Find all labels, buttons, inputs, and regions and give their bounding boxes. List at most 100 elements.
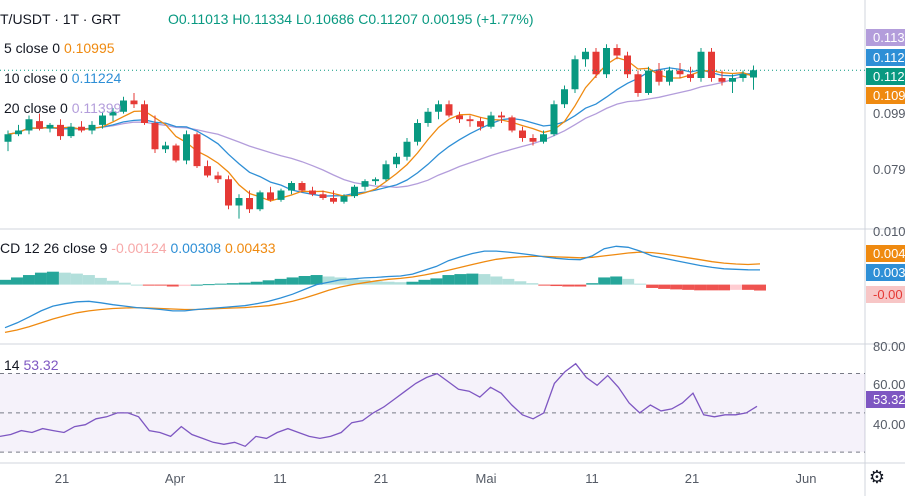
- candle-body: [655, 70, 663, 82]
- ma10-line: [7, 67, 754, 197]
- macd-histogram-bar: [538, 284, 551, 286]
- candle-body: [214, 175, 222, 180]
- macd-histogram-bar: [70, 273, 83, 285]
- candle-body: [487, 115, 495, 127]
- candle-body: [550, 104, 558, 135]
- macd-histogram-bar: [46, 271, 59, 285]
- candle-body: [718, 78, 726, 82]
- ma20-legend-value: 0.11399: [71, 100, 122, 116]
- macd-histogram-bar: [142, 284, 155, 286]
- candle-body: [571, 59, 579, 90]
- candle-body: [529, 138, 537, 142]
- macd-histogram-bar: [430, 278, 443, 285]
- macd-tag-signal: 0.004: [866, 245, 905, 262]
- macd-histogram-bar: [286, 277, 299, 285]
- candle-body: [183, 134, 190, 161]
- candle-body: [624, 55, 631, 75]
- price-tag-ma5: 0.109: [866, 87, 905, 104]
- macd-histogram-bar: [10, 277, 23, 285]
- macd-histogram-bar: [574, 284, 587, 287]
- candle-body: [67, 126, 75, 137]
- ohlc-readout: O0.11013 H0.11334 L0.10686 C0.11207 0.00…: [168, 11, 534, 27]
- candle-body: [508, 117, 516, 131]
- symbol-name: T/USDT · 1T · GRT: [0, 11, 121, 27]
- candle-body: [403, 141, 411, 157]
- macd-histogram-bar: [202, 284, 215, 286]
- candle-body: [687, 74, 694, 78]
- candle-body: [109, 111, 117, 116]
- candle-body: [162, 145, 169, 150]
- candle-body: [729, 78, 736, 82]
- candle-body: [603, 48, 610, 75]
- settings-gear-icon[interactable]: ⚙: [868, 467, 886, 487]
- candle-body: [340, 196, 348, 202]
- candle-body: [613, 48, 621, 56]
- candle-body: [414, 123, 421, 142]
- macd-histogram-bar: [706, 284, 719, 291]
- ma20-legend[interactable]: 20 close 0 0.11399: [4, 100, 121, 116]
- price-tag-ma20: 0.113: [866, 29, 905, 46]
- candle-body: [46, 124, 54, 129]
- macd-tag-macd: 0.003: [866, 264, 905, 281]
- low-value: L0.10686: [295, 11, 355, 27]
- candle-body: [319, 194, 327, 198]
- macd-histogram-bar: [298, 276, 311, 285]
- rsi-legend[interactable]: 14 53.32: [4, 357, 59, 373]
- candle-body: [298, 183, 306, 191]
- change-value: 0.00195 (+1.77%): [421, 11, 534, 27]
- macd-histogram-bar: [310, 275, 323, 285]
- macd-histogram-bar: [622, 278, 635, 285]
- candle-body: [540, 134, 547, 142]
- macd-signal-line: [4, 251, 761, 334]
- ma20-legend-label: 20 close 0: [4, 100, 68, 116]
- candle-body: [78, 126, 85, 131]
- price-axis-label: 0.079: [873, 162, 905, 177]
- macd-line-value: 0.00308: [170, 240, 222, 256]
- price-tag-ma10: 0.112: [866, 49, 905, 66]
- candle-body: [151, 123, 159, 150]
- macd-histogram-bar: [370, 281, 383, 285]
- ma20-line: [7, 72, 754, 189]
- candle-body: [382, 164, 390, 180]
- macd-histogram-bar: [118, 282, 131, 285]
- macd-histogram-bar: [82, 275, 95, 285]
- candle-body: [393, 156, 400, 165]
- candle-body: [141, 104, 148, 123]
- macd-histogram-bar: [490, 276, 503, 285]
- ma10-legend-label: 10 close 0: [4, 70, 68, 86]
- candle-body: [204, 166, 211, 176]
- rsi-axis-label: 60.00: [873, 377, 905, 392]
- macd-histogram-bar: [466, 273, 479, 285]
- macd-histogram-bar: [634, 283, 647, 285]
- candle-body: [697, 51, 705, 78]
- macd-histogram-bar: [610, 276, 623, 285]
- candle-body: [519, 130, 526, 138]
- x-axis-label: Mai: [475, 471, 497, 486]
- macd-histogram-bar: [58, 272, 71, 285]
- candle-body: [666, 70, 673, 82]
- macd-histogram-bar: [514, 281, 527, 285]
- candle-body: [708, 51, 715, 78]
- candle-body: [99, 115, 106, 125]
- macd-histogram-bar: [394, 282, 407, 285]
- macd-histogram-bar: [550, 284, 563, 287]
- candle-body: [634, 74, 642, 93]
- candle-body: [351, 186, 358, 197]
- macd-axis-label: 0.010: [873, 224, 905, 239]
- macd-histogram-bar: [250, 281, 263, 285]
- high-value: H0.11334: [232, 11, 293, 27]
- rsi-axis-label: 40.00: [873, 417, 905, 432]
- macd-legend[interactable]: CD 12 26 close 9 -0.00124 0.00308 0.0043…: [0, 240, 276, 256]
- candle-body: [36, 121, 43, 129]
- ma10-legend[interactable]: 10 close 0 0.11224: [4, 70, 121, 86]
- macd-histogram-bar: [106, 280, 119, 285]
- candle-body: [361, 181, 369, 187]
- macd-histogram-bar: [406, 281, 419, 285]
- macd-histogram-bar: [274, 278, 287, 285]
- candle-body: [456, 115, 463, 120]
- ma5-legend[interactable]: 5 close 0 0.10995: [4, 40, 115, 56]
- candle-body: [582, 51, 589, 60]
- rsi-legend-value: 53.32: [23, 357, 59, 373]
- x-axis-label: Apr: [164, 471, 186, 486]
